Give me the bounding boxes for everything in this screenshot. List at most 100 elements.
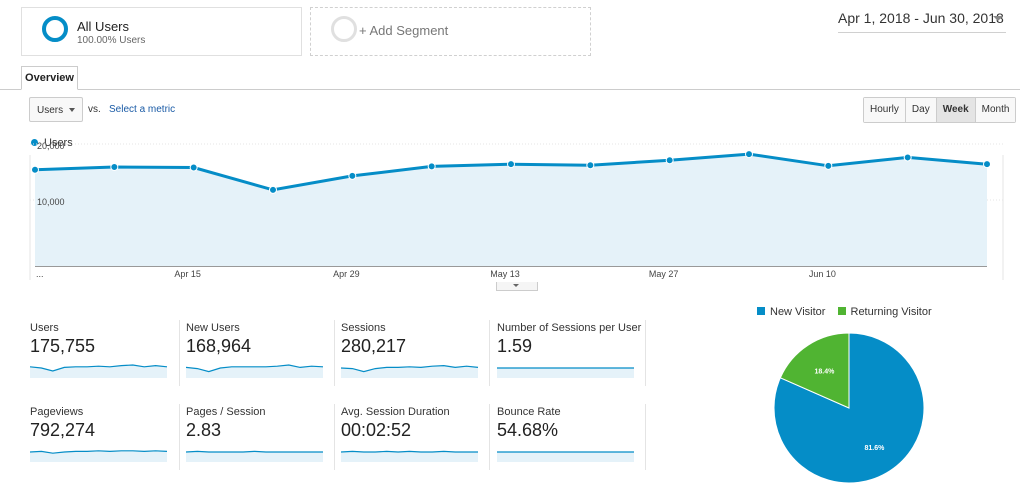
metric-new-users[interactable]: New Users 168,964 (186, 322, 326, 394)
x-tick-label: May 13 (490, 269, 520, 279)
users-data-point[interactable] (507, 160, 515, 169)
segment-ring-icon (42, 16, 68, 42)
sparkline-area (341, 451, 478, 462)
users-data-point[interactable] (110, 162, 119, 171)
vs-label: vs. (88, 104, 101, 115)
users-area-chart: 20,000 10,000 ... Apr 15 Apr 29 May 13 May 27… (29, 141, 1004, 280)
legend-label-users: Users (44, 137, 73, 149)
metric-label: New Users (186, 322, 240, 334)
metric-label: Pageviews (30, 406, 84, 418)
metric-label: Bounce Rate (497, 406, 561, 418)
metric-label: Number of Sessions per User (497, 322, 642, 334)
metric-sparkline (341, 364, 479, 378)
pie-legend: New Visitor Returning Visitor (757, 306, 941, 318)
metric-avg-session-duration[interactable]: Avg. Session Duration 00:02:52 (341, 406, 481, 478)
x-tick-label: May 27 (649, 269, 679, 279)
users-data-point[interactable] (983, 160, 991, 169)
y-tick-label: 10,000 (37, 197, 65, 207)
users-data-point[interactable] (348, 171, 357, 180)
users-data-point[interactable] (427, 162, 436, 171)
add-segment-button[interactable]: + Add Segment (310, 7, 591, 56)
legend-dot-users (31, 139, 38, 146)
granularity-switch: Hourly Day Week Month (863, 97, 1017, 123)
metric-sparkline (186, 364, 324, 378)
sparkline-line (341, 364, 479, 373)
sparkline-area (497, 368, 634, 378)
add-segment-label: + Add Segment (359, 23, 449, 38)
granularity-month-button[interactable]: Month (975, 98, 1016, 122)
metric-value: 1.59 (497, 336, 533, 356)
users-data-point[interactable] (665, 156, 674, 165)
granularity-week-button[interactable]: Week (936, 98, 976, 122)
users-data-point[interactable] (586, 161, 595, 170)
pie-slice-returning-visitor[interactable] (779, 332, 850, 409)
granularity-day-button[interactable]: Day (905, 98, 937, 122)
legend-item-returning-visitor[interactable]: Returning Visitor (837, 306, 932, 318)
sparkline-line (30, 364, 168, 372)
metric-value: 175,755 (30, 336, 96, 356)
metric-number-of-sessions-per-user[interactable]: Number of Sessions per User 1.59 (497, 322, 641, 394)
legend-label-new-visitor: New Visitor (770, 306, 826, 318)
sparkline-line (341, 450, 478, 453)
y-tick-label: 20,000 (37, 141, 65, 151)
users-data-point[interactable] (189, 163, 198, 172)
metric-divider (179, 320, 180, 386)
legend-swatch-returning-visitor (837, 307, 846, 315)
metric-sparkline (341, 450, 478, 462)
metric-sparkline (497, 367, 634, 378)
select-metric-link[interactable]: Select a metric (109, 104, 176, 115)
caret-down-icon (513, 284, 519, 287)
metric-divider (489, 320, 490, 386)
metric-value: 54.68% (497, 420, 559, 440)
metric-value: 2.83 (186, 420, 222, 440)
pie-slice-label: 81.6% (864, 445, 885, 452)
x-tick-label: ... (36, 269, 44, 279)
segment-subtitle: 100.00% Users (77, 35, 146, 46)
metric-divider (489, 404, 490, 470)
sparkline-area (497, 452, 634, 462)
metric-bounce-rate[interactable]: Bounce Rate 54.68% (497, 406, 637, 478)
x-tick-label: Apr 29 (333, 269, 360, 279)
sparkline-area (30, 450, 167, 462)
empty-segment-ring-icon (331, 16, 357, 42)
users-data-point[interactable] (903, 153, 912, 162)
metric-select-dropdown[interactable]: Users (29, 97, 83, 122)
metric-label: Users (30, 322, 59, 334)
legend-swatch-new-visitor (757, 307, 765, 315)
tab-divider (0, 89, 1020, 90)
sparkline-line (30, 450, 168, 454)
users-area-fill (35, 154, 987, 266)
sparkline-area (186, 451, 323, 462)
users-data-point[interactable] (745, 150, 753, 159)
metric-label: Avg. Session Duration (341, 406, 450, 418)
metric-pages-session[interactable]: Pages / Session 2.83 (186, 406, 326, 478)
metric-users[interactable]: Users 175,755 (30, 322, 170, 394)
chevron-down-icon (993, 16, 1003, 21)
caret-down-icon (69, 108, 75, 112)
x-tick-label: Jun 10 (809, 269, 836, 279)
metric-value: 168,964 (186, 336, 252, 356)
legend-item-new-visitor[interactable]: New Visitor (757, 306, 825, 318)
users-data-point[interactable] (824, 161, 833, 170)
users-data-point[interactable] (269, 185, 277, 194)
users-data-point[interactable] (31, 165, 39, 174)
metric-divider (645, 404, 646, 470)
metric-select-label: Users (37, 105, 64, 116)
date-range-label: Apr 1, 2018 - Jun 30, 2018 (838, 10, 1004, 26)
metric-divider (179, 404, 180, 470)
date-range-picker[interactable]: Apr 1, 2018 - Jun 30, 2018 (838, 10, 1006, 33)
metric-divider (645, 320, 646, 386)
granularity-hourly-button[interactable]: Hourly (864, 98, 906, 122)
metric-value: 280,217 (341, 336, 407, 356)
pie-slice-label: 18.4% (814, 368, 835, 375)
metric-sparkline (186, 450, 323, 462)
metric-sparkline (497, 451, 634, 462)
tab-overview[interactable]: Overview (21, 66, 78, 90)
metric-sessions[interactable]: Sessions 280,217 (341, 322, 481, 394)
segment-title: All Users (77, 19, 130, 34)
metric-label: Sessions (341, 322, 386, 334)
metric-sparkline (30, 364, 168, 378)
metric-pageviews[interactable]: Pageviews 792,274 (30, 406, 170, 478)
segment-all-users[interactable]: All Users 100.00% Users (21, 7, 302, 56)
chart-collapse-handle[interactable] (496, 282, 538, 291)
